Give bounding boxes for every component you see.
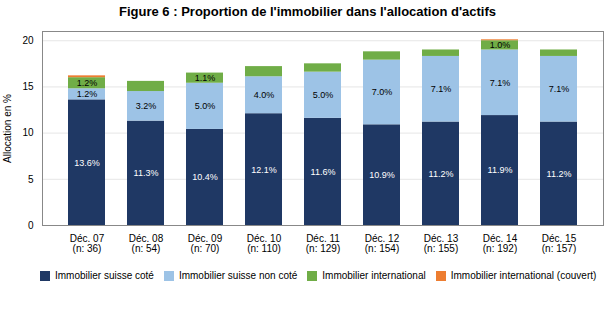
svg-text:5.0%: 5.0%: [195, 101, 216, 111]
svg-text:0: 0: [28, 220, 34, 231]
svg-text:11.9%: 11.9%: [488, 165, 513, 175]
svg-text:1.1%: 1.1%: [195, 73, 216, 83]
svg-text:13.6%: 13.6%: [74, 158, 100, 168]
svg-text:Allocation en %: Allocation en %: [2, 94, 13, 163]
svg-text:1.0%: 1.0%: [490, 40, 511, 50]
svg-text:7.1%: 7.1%: [490, 78, 511, 88]
svg-text:Déc. 15(n: 157): Déc. 15(n: 157): [542, 233, 577, 254]
svg-text:Déc. 14(n: 192): Déc. 14(n: 192): [483, 233, 518, 254]
svg-text:Déc. 10(n: 110): Déc. 10(n: 110): [247, 233, 282, 254]
svg-text:Déc. 11(n: 129): Déc. 11(n: 129): [306, 233, 341, 254]
svg-text:Déc. 12(n: 154): Déc. 12(n: 154): [365, 233, 400, 254]
svg-text:1.2%: 1.2%: [77, 78, 98, 88]
svg-text:7.1%: 7.1%: [549, 84, 570, 94]
svg-text:11.6%: 11.6%: [311, 167, 336, 177]
svg-text:10.9%: 10.9%: [369, 170, 395, 180]
svg-text:12.1%: 12.1%: [251, 164, 277, 174]
html-text:Immobilier suisse coté: Immobilier suisse coté: [55, 270, 154, 281]
svg-text:5.0%: 5.0%: [313, 90, 334, 100]
svg-text:Déc. 13(n: 155): Déc. 13(n: 155): [424, 233, 459, 254]
svg-text:Déc. 08(n: 54): Déc. 08(n: 54): [129, 233, 164, 254]
svg-text:11.2%: 11.2%: [429, 169, 454, 179]
svg-text:11.2%: 11.2%: [547, 169, 572, 179]
svg-text:11.3%: 11.3%: [134, 168, 159, 178]
svg-text:15: 15: [22, 81, 34, 92]
svg-text:4.0%: 4.0%: [254, 90, 275, 100]
svg-text:20: 20: [22, 35, 34, 46]
svg-text:7.0%: 7.0%: [372, 87, 393, 97]
svg-text:1.2%: 1.2%: [77, 89, 98, 99]
html-text:Immobilier suisse non coté: Immobilier suisse non coté: [178, 270, 298, 281]
html-text:Immobilier international: Immobilier international: [322, 270, 426, 281]
svg-text:Déc. 09(n: 70): Déc. 09(n: 70): [188, 233, 223, 254]
svg-text:7.1%: 7.1%: [431, 84, 452, 94]
svg-text:10: 10: [22, 127, 34, 138]
html-text:Immobilier international (couv: Immobilier international (couvert): [450, 270, 597, 281]
svg-text:10.4%: 10.4%: [192, 172, 218, 182]
svg-text:5: 5: [28, 174, 34, 185]
svg-text:3.2%: 3.2%: [136, 101, 157, 111]
html-text:Figure 6 : Proportion de l'imm: Figure 6 : Proportion de l'immobilier da…: [119, 4, 496, 19]
svg-text:Déc. 07(n: 36): Déc. 07(n: 36): [70, 233, 105, 254]
